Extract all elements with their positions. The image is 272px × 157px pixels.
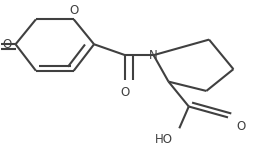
Text: N: N	[149, 49, 158, 62]
Text: HO: HO	[154, 133, 172, 146]
Text: O: O	[69, 4, 78, 17]
Text: O: O	[120, 86, 130, 99]
Text: O: O	[3, 38, 12, 51]
Text: O: O	[236, 120, 245, 133]
